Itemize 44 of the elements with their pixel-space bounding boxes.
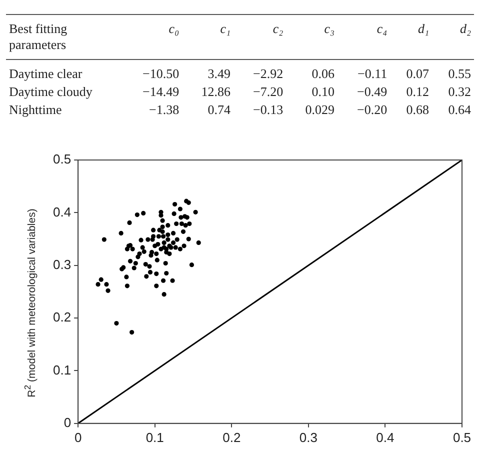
y-tick-label: 0.4 [52, 204, 72, 220]
text: −10.50 [142, 65, 180, 83]
x-tick-label: 0.3 [299, 430, 318, 445]
text: 3.49 [206, 65, 232, 83]
text: 0.55 [447, 65, 472, 83]
text: −0.11 [356, 65, 388, 83]
text: Best fitting parameters [6, 14, 120, 60]
text: 0.68 [405, 101, 430, 119]
text: −7.20 [252, 83, 284, 101]
text: c₀ [120, 14, 182, 60]
text: 0.12 [405, 83, 430, 101]
text: c₂ [233, 14, 286, 60]
y-tick-label: 0.5 [52, 152, 72, 167]
text: 0.029 [304, 101, 336, 119]
text: Nighttime [8, 101, 63, 119]
text: −0.13 [252, 101, 284, 119]
text: Daytime cloudy [8, 83, 94, 101]
text: c₃ [286, 14, 338, 60]
text: 0.32 [447, 83, 472, 101]
y-tick-label: 0.1 [52, 362, 72, 378]
x-tick-label: 0.2 [222, 430, 241, 445]
text: c₁ [182, 14, 234, 60]
x-tick-label: 0 [74, 430, 82, 445]
text: 12.86 [200, 83, 232, 101]
text: 0.06 [310, 65, 336, 83]
y-tick-label: 0 [64, 414, 72, 430]
y-tick-label: 0.3 [52, 256, 72, 272]
text: c₄ [338, 14, 390, 60]
y-tick-label: 0.2 [52, 310, 72, 325]
text: Daytime clear [8, 65, 84, 83]
text: −0.49 [356, 83, 388, 101]
text: 0.07 [405, 65, 430, 83]
text: −2.92 [252, 65, 284, 83]
x-tick-label: 0.1 [146, 430, 164, 445]
text: −0.20 [356, 101, 388, 119]
text: 0.74 [206, 101, 232, 119]
x-tick-label: 0.5 [452, 430, 472, 445]
text: −1.38 [148, 101, 180, 119]
text: −14.49 [142, 83, 180, 101]
x-tick-label: 0.4 [376, 430, 394, 445]
text: d₂ [432, 14, 474, 60]
text: 0.10 [310, 83, 336, 101]
text: d₁ [390, 14, 432, 60]
text: 0.64 [447, 101, 472, 119]
